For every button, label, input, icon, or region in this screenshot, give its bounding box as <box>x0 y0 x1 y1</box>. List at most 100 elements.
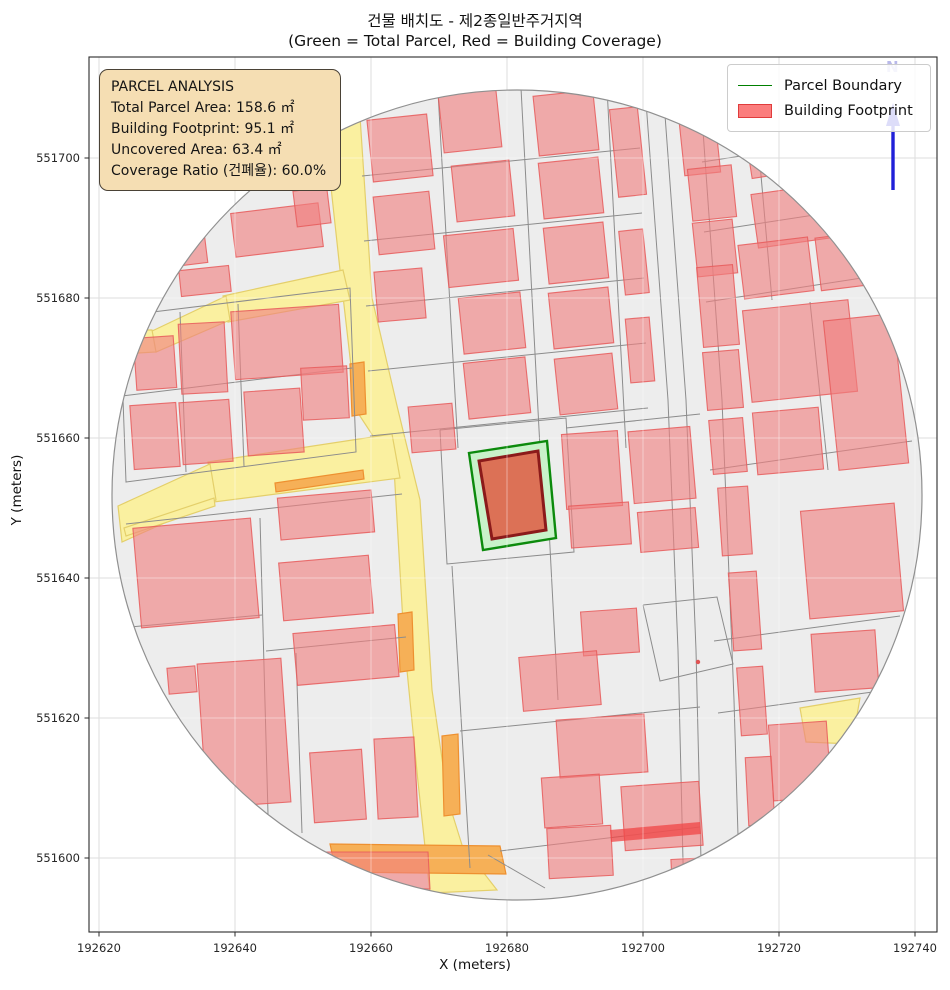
axes-frame <box>88 56 938 933</box>
parcel-line <box>439 417 575 565</box>
building-polygon <box>636 506 700 554</box>
parcel-line <box>367 342 647 372</box>
info-line: Coverage Ratio (건폐율): 60.0% <box>111 163 327 179</box>
building-polygon <box>555 713 649 779</box>
parcel-line <box>701 128 917 163</box>
x-tick-label: 192660 <box>349 941 393 955</box>
parcel-boundary-line-swatch <box>738 85 772 86</box>
building-polygon <box>686 164 738 222</box>
building-polygon <box>670 855 730 900</box>
parcel-line <box>606 90 627 449</box>
building-polygon <box>618 228 650 296</box>
info-line: PARCEL ANALYSIS <box>111 79 235 95</box>
building-polygon <box>736 665 768 737</box>
building-polygon <box>814 230 878 292</box>
parcel-line <box>642 596 734 682</box>
building-red-stripe <box>610 822 701 842</box>
info-line: Uncovered Area: 63.4 ㎡ <box>111 142 282 158</box>
building-polygon <box>442 227 520 289</box>
building-polygon <box>542 221 610 285</box>
building-polygon <box>462 356 532 420</box>
building-polygon <box>276 489 376 541</box>
building-polygon <box>547 286 615 350</box>
parcel-line <box>565 413 701 429</box>
building-polygon <box>373 736 419 820</box>
map-clip-circle <box>111 89 923 901</box>
building-polygon <box>178 398 234 466</box>
road-orange <box>397 611 415 673</box>
building-polygon <box>532 90 600 157</box>
building-polygon <box>132 335 178 391</box>
building-polygon <box>624 316 656 384</box>
building-polygon <box>166 665 198 695</box>
highlighted-building-footprint <box>477 449 548 541</box>
parcel-line <box>451 565 471 869</box>
building-polygon <box>701 348 745 412</box>
building-polygon <box>177 321 229 395</box>
y-tick-label: 551660 <box>36 431 80 445</box>
building-polygon <box>620 780 704 852</box>
building-polygon <box>129 401 181 471</box>
building-polygon <box>579 607 641 657</box>
building-polygon <box>540 773 604 829</box>
building-polygon <box>450 159 516 223</box>
parcel-line <box>119 287 357 483</box>
y-axis-label: Y (meters) <box>9 454 25 526</box>
legend-label: Parcel Boundary <box>784 77 902 94</box>
building-polygon <box>560 430 624 510</box>
building-polygon <box>196 657 292 809</box>
x-tick-label: 192700 <box>621 941 665 955</box>
building-polygon <box>627 425 697 505</box>
building-polygon <box>744 755 776 827</box>
building-polygon <box>799 502 905 620</box>
building-polygon <box>518 650 602 712</box>
building-polygon <box>717 485 753 557</box>
legend-label: Building Footprint <box>784 102 913 119</box>
building-polygon <box>278 554 374 622</box>
building-polygon <box>737 236 815 300</box>
info-line: Building Footprint: 95.1 ㎡ <box>111 121 295 137</box>
building-polygon <box>691 218 739 278</box>
building-polygon <box>608 106 648 198</box>
x-tick-label: 192720 <box>757 941 801 955</box>
building-polygon <box>695 263 741 349</box>
building-polygon <box>537 156 605 220</box>
info-line: Total Parcel Area: 158.6 ㎡ <box>111 100 295 116</box>
building-polygon <box>309 748 367 824</box>
y-tick-label: 551640 <box>36 571 80 585</box>
small-red-dot <box>695 659 701 665</box>
parcel-analysis-box: PARCEL ANALYSIS Total Parcel Area: 158.6… <box>99 69 341 191</box>
chart-title: 건물 배치도 - 제2종일반주거지역 <box>367 12 583 30</box>
building-polygon <box>751 406 825 476</box>
y-tick-label: 551680 <box>36 291 80 305</box>
building-footprint-patch-swatch <box>738 103 772 118</box>
x-tick-label: 192680 <box>485 941 529 955</box>
building-polygon <box>568 501 632 549</box>
parcel-line <box>520 90 541 449</box>
building-polygon <box>373 267 427 323</box>
building-polygon <box>292 186 332 228</box>
x-axis-label: X (meters) <box>439 957 511 973</box>
building-polygon <box>292 624 400 686</box>
building-polygon <box>366 113 434 183</box>
building-polygon <box>810 629 880 693</box>
building-polygon <box>822 313 910 471</box>
y-tick-label: 551620 <box>36 711 80 725</box>
building-polygon <box>132 517 260 629</box>
building-polygon <box>727 570 763 652</box>
chart-subtitle: (Green = Total Parcel, Red = Building Co… <box>288 32 662 50</box>
building-polygon <box>407 402 457 454</box>
building-polygon <box>300 365 350 421</box>
legend-item-building-footprint: Building Footprint <box>738 98 920 123</box>
y-tick-label: 551600 <box>36 851 80 865</box>
y-tick-label: 551700 <box>36 151 80 165</box>
building-polygon <box>437 90 503 154</box>
axis-ticks: 192620 192640 192660 192680 192700 192720 1927… <box>36 151 937 955</box>
building-polygon <box>150 219 186 253</box>
road-orange <box>274 469 365 493</box>
building-polygon <box>708 417 748 475</box>
building-polygon <box>546 824 614 880</box>
x-tick-label: 192620 <box>77 941 121 955</box>
